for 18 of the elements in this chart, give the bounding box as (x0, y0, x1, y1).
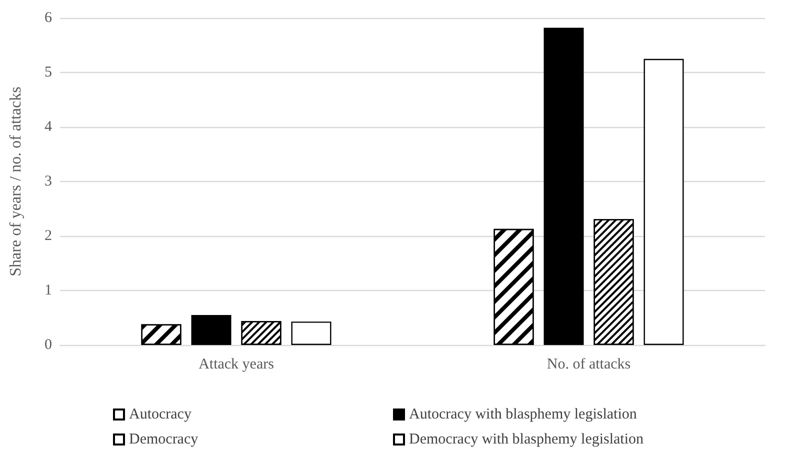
y-tick-label: 2 (44, 228, 52, 244)
y-tick-label: 6 (44, 10, 52, 26)
x-tick-label: No. of attacks (546, 356, 631, 372)
y-tick-label: 1 (44, 282, 52, 298)
y-tick-label: 4 (44, 119, 52, 135)
bar (191, 315, 232, 345)
y-axis-title: Share of years / no. of attacks (8, 86, 24, 276)
y-tick-label: 0 (44, 337, 52, 353)
x-tick-label: Attack years (198, 356, 274, 372)
legend-label: Democracy with blasphemy legislation (409, 432, 644, 448)
bar (644, 58, 684, 345)
y-tick-label: 5 (44, 64, 52, 80)
legend-label: Autocracy with blasphemy legislation (409, 406, 638, 422)
y-tick-label: 3 (44, 174, 52, 190)
bar (544, 28, 584, 345)
legend-label: Autocracy (129, 406, 192, 422)
bar (291, 322, 332, 345)
legend-label: Democracy (129, 432, 199, 448)
